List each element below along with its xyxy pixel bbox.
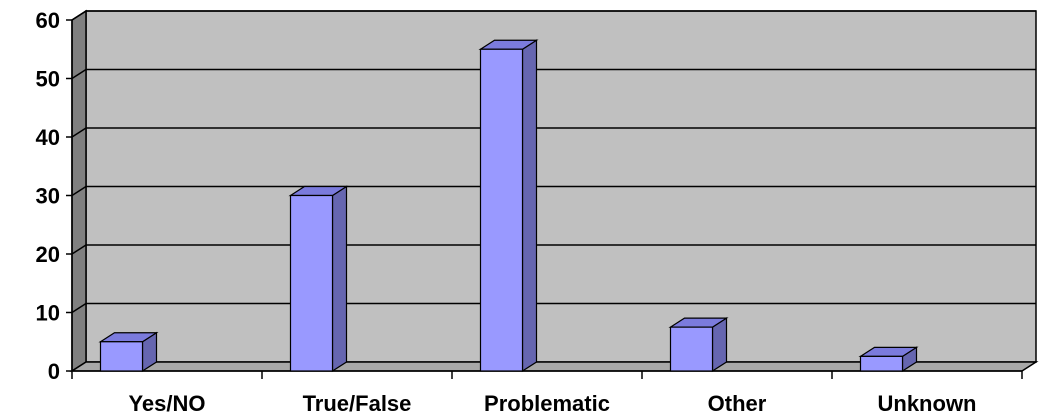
y-axis-ticks: 0 10 20 30 40 50 60 (36, 8, 60, 384)
bar (288, 185, 349, 373)
x-category-label: Other (708, 391, 767, 416)
bars (98, 39, 919, 373)
bar (858, 346, 919, 373)
y-tick-label: 10 (36, 301, 60, 326)
x-category-label: Problematic (484, 391, 610, 416)
x-axis-labels: Yes/NO True/False Problematic Other Unknown (128, 391, 976, 416)
gridline (71, 127, 1036, 138)
x-category-label: Unknown (878, 391, 977, 416)
bar (98, 331, 159, 373)
bar-front (859, 355, 904, 372)
bar-front (289, 194, 334, 372)
x-category-label: Yes/NO (128, 391, 205, 416)
bar-front (99, 341, 144, 372)
gridline (71, 10, 1036, 21)
gridline (71, 185, 1036, 197)
y-tick-label: 30 (36, 184, 60, 209)
gridline (71, 68, 1036, 80)
gridlines (71, 10, 1036, 314)
x-category-label: True/False (303, 391, 412, 416)
bar-front (669, 326, 714, 372)
bar-side (331, 185, 348, 373)
bar-front (479, 48, 524, 372)
y-tick-label: 40 (36, 125, 60, 150)
bar (668, 317, 729, 373)
y-tick-label: 50 (36, 67, 60, 92)
y-tick-label: 60 (36, 8, 60, 33)
y-tick-label: 0 (48, 359, 60, 384)
bar (478, 39, 539, 373)
bar-side (521, 39, 538, 373)
y-tick-label: 20 (36, 242, 60, 267)
gridline (71, 302, 1036, 314)
chart-walls (69, 9, 1039, 373)
gridline (71, 244, 1036, 255)
